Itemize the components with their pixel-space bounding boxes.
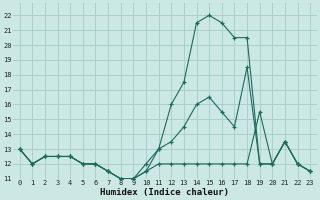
X-axis label: Humidex (Indice chaleur): Humidex (Indice chaleur) bbox=[100, 188, 229, 197]
